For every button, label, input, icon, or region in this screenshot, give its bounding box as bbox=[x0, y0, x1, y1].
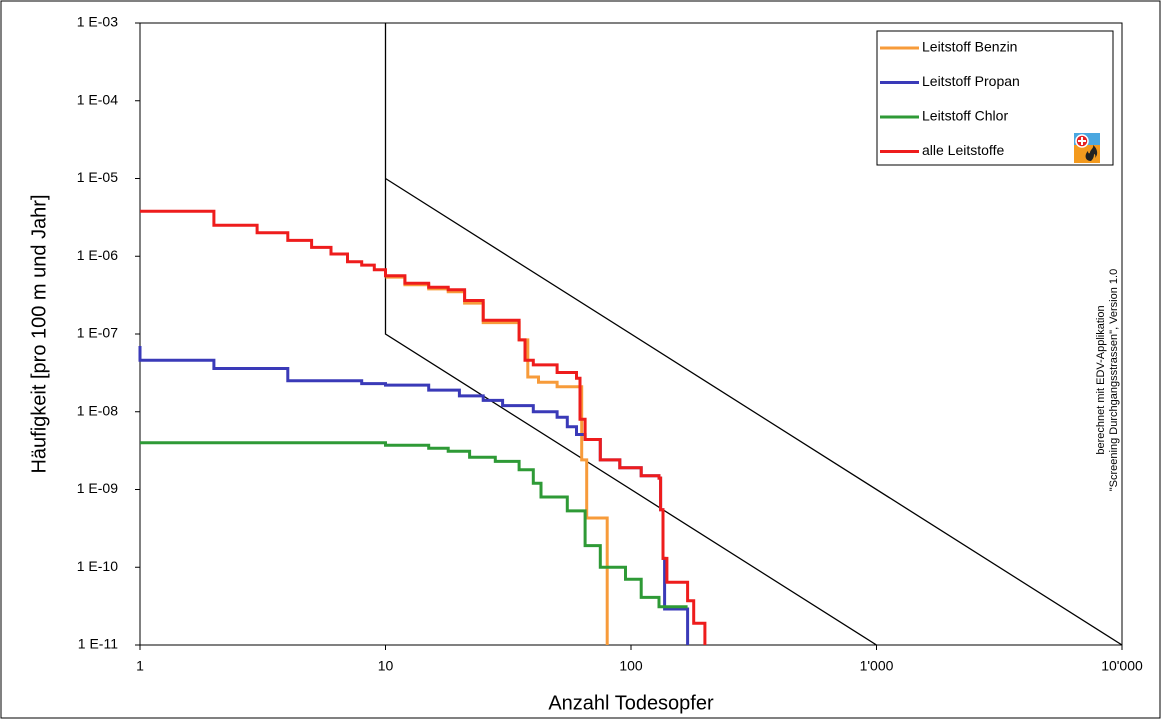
x-tick-label: 10 bbox=[378, 658, 394, 674]
x-tick-label: 10'000 bbox=[1101, 658, 1143, 674]
x-tick-label: 1 bbox=[136, 658, 144, 674]
legend-label: alle Leitstoffe bbox=[922, 142, 1004, 158]
legend bbox=[876, 30, 1114, 166]
y-tick-label: 1 E-09 bbox=[77, 480, 118, 496]
y-tick-label: 1 E-05 bbox=[77, 169, 118, 185]
limit-line bbox=[384, 23, 877, 646]
legend-label: Leitstoff Chlor bbox=[922, 108, 1008, 124]
y-tick-label: 1 E-06 bbox=[77, 247, 118, 263]
y-axis-label: Häufigkeit [pro 100 m und Jahr] bbox=[28, 194, 50, 473]
y-tick-label: 1 E-08 bbox=[77, 402, 118, 418]
x-axis-label: Anzahl Todesopfer bbox=[548, 692, 714, 714]
y-tick-label: 1 E-03 bbox=[77, 14, 118, 30]
y-tick-label: 1 E-04 bbox=[77, 91, 118, 107]
annotation: berechnet mit EDV-Applikation bbox=[1095, 305, 1107, 454]
series-line bbox=[140, 441, 688, 609]
annotation: "Screening Durchgangsstrassen", Version … bbox=[1108, 269, 1120, 491]
legend-label: Leitstoff Benzin bbox=[922, 39, 1017, 55]
y-tick-label: 1 E-10 bbox=[77, 558, 118, 574]
limit-line bbox=[385, 177, 1123, 646]
legend-label: Leitstoff Propan bbox=[922, 73, 1020, 89]
series-line bbox=[140, 209, 707, 645]
y-tick-label: 1 E-07 bbox=[77, 325, 118, 341]
x-tick-label: 1'000 bbox=[860, 658, 894, 674]
y-tick-label: 1 E-11 bbox=[78, 636, 118, 652]
legend-icon bbox=[1074, 133, 1100, 163]
x-tick-label: 100 bbox=[619, 658, 643, 674]
